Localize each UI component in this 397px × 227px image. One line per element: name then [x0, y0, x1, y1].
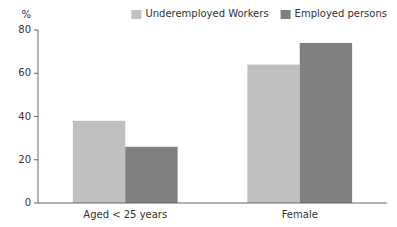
- legend-item: Employed persons: [281, 8, 387, 19]
- y-tick-label: 80: [18, 24, 31, 35]
- bar: [247, 65, 299, 203]
- y-tick-label: 40: [18, 111, 31, 122]
- legend-label: Employed persons: [295, 8, 387, 19]
- x-axis-line: [38, 203, 387, 204]
- chart: 0 20 40 60 80% Aged < 25 years Female Underempl…: [0, 0, 397, 227]
- y-tick-label: 60: [18, 67, 31, 78]
- bar: [73, 121, 125, 203]
- legend-swatch: [131, 10, 141, 19]
- bar: [300, 43, 352, 203]
- x-tick-label: Aged < 25 years: [83, 209, 167, 220]
- bars: [73, 43, 352, 203]
- y-tick-label: 20: [18, 154, 31, 165]
- y-tick: [34, 73, 38, 74]
- y-tick: [34, 159, 38, 160]
- legend-label: Underemployed Workers: [145, 8, 268, 19]
- y-tick: [34, 116, 38, 117]
- y-tick: [34, 203, 38, 204]
- legend: Underemployed Workers Employed persons: [131, 8, 387, 19]
- y-tick: [34, 30, 38, 31]
- chart-container: 0 20 40 60 80% Aged < 25 years Female Underempl…: [0, 0, 397, 227]
- legend-swatch: [281, 10, 291, 19]
- bar: [125, 147, 177, 203]
- y-tick-label: 0: [25, 197, 31, 208]
- x-tick-label: Female: [282, 209, 318, 220]
- legend-item: Underemployed Workers: [131, 8, 268, 19]
- y-axis-label: %: [21, 9, 31, 20]
